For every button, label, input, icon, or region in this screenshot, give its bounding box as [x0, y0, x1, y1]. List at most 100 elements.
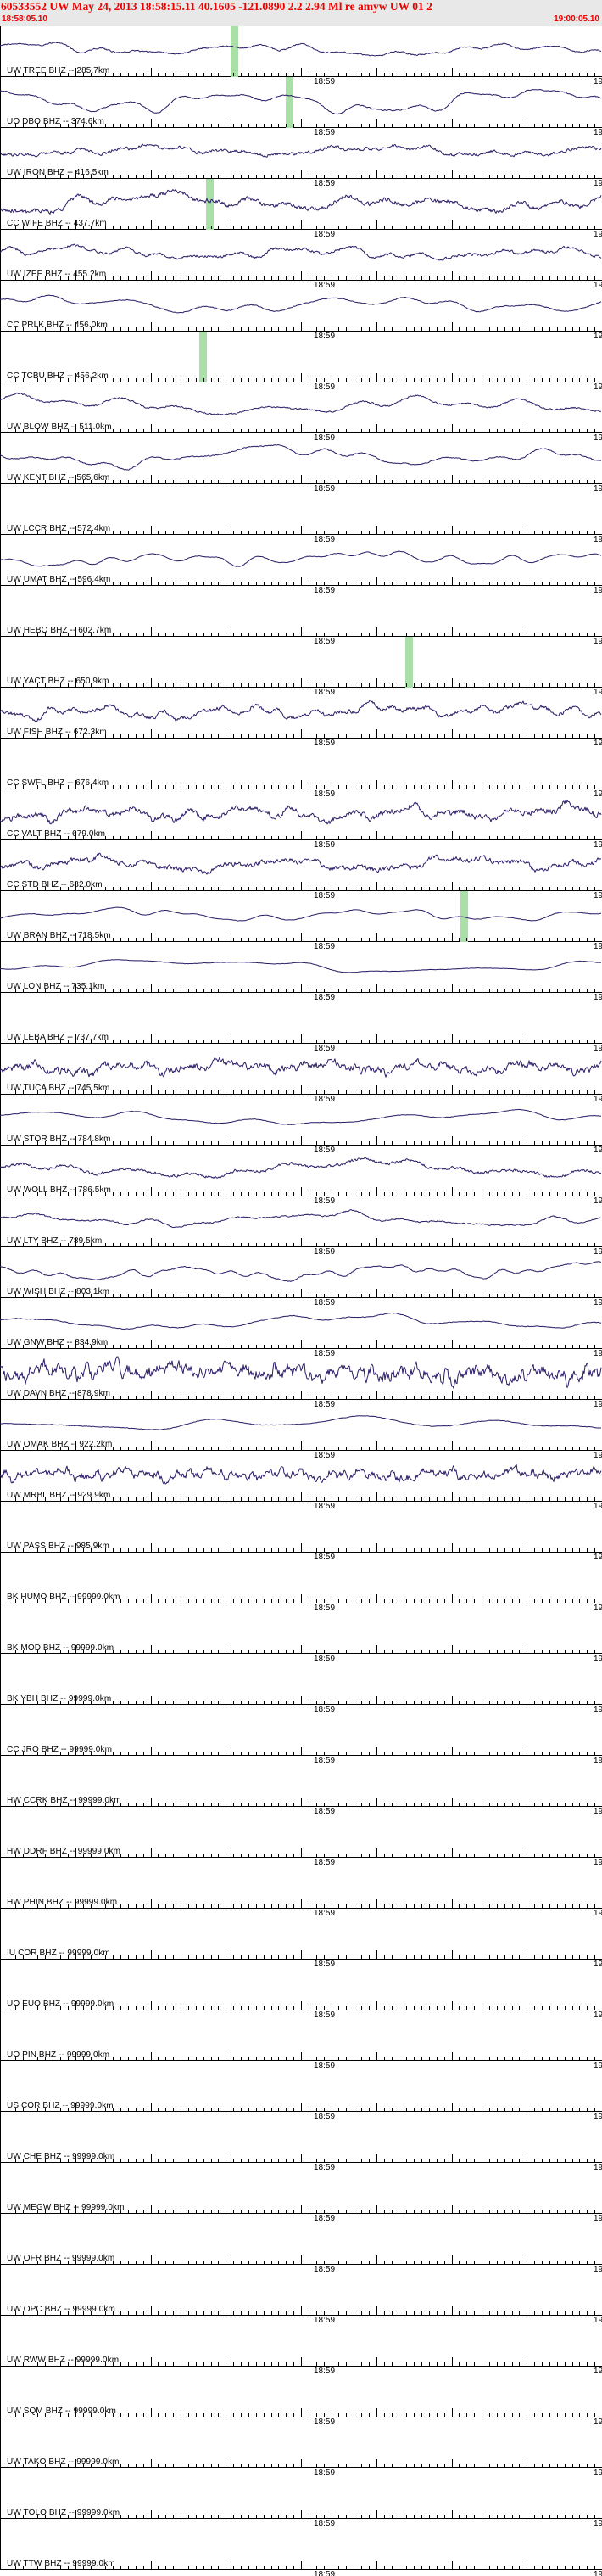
- trace-label: UW RWW BHZ -- 99999.0km: [7, 2356, 120, 2365]
- trace-label: UW WISH BHZ -- 803.1km: [7, 1287, 110, 1296]
- trace-plot-area: [0, 1349, 602, 1400]
- trace-axis-line: [0, 1857, 602, 1858]
- trace-left-border: [0, 840, 1, 891]
- trace-axis-line: [0, 687, 602, 688]
- trace-label: UW STOR BHZ -- 784.8km: [7, 1135, 111, 1144]
- trace-label: UW HEBO BHZ -- 602.7km: [7, 626, 112, 635]
- trace-plot-area: [0, 1400, 602, 1451]
- trace-row[interactable]: BK YBH BHZ -- 99999.0km 18:59 19:00: [0, 1654, 602, 1715]
- trace-plot-area: [0, 1654, 602, 1705]
- trace-left-border: [0, 1807, 1, 1858]
- phase-pick-highlight: [231, 26, 238, 77]
- trace-label: UW DAVN BHZ -- 878.9km: [7, 1389, 111, 1398]
- trace-row[interactable]: CC JRO BHZ -- 99999.0km 18:59 19:00: [0, 1705, 602, 1765]
- trace-row[interactable]: CC WIFE BHZ -- 437.7km 18:59 19:00: [0, 179, 602, 239]
- trace-row[interactable]: UW OPC BHZ -- 99999.0km 18:59 19:00: [0, 2265, 602, 2325]
- trace-row[interactable]: UW DAVN BHZ -- 878.9km 18:59 19:00: [0, 1349, 602, 1409]
- trace-axis-line: [0, 2366, 602, 2367]
- trace-row[interactable]: UW BRAN BHZ -- 718.5km 18:59 19:00: [0, 891, 602, 951]
- trace-row[interactable]: UW TUCA BHZ -- 745.5km 18:59 19:00: [0, 1044, 602, 1104]
- trace-label: UO PIN BHZ -- 99999.0km: [7, 2050, 110, 2060]
- time-tick-label-2: 19:00: [594, 891, 602, 900]
- trace-row[interactable]: US COR BHZ -- 99999.0km 18:59 19:00: [0, 2061, 602, 2122]
- trace-row[interactable]: UW MEGW BHZ -- 99999.0km 18:59 19:00: [0, 2163, 602, 2223]
- trace-row[interactable]: UW KENT BHZ -- 565.6km 18:59 19:00: [0, 433, 602, 493]
- trace-left-border: [0, 2214, 1, 2265]
- time-tick-label-1: 18:59: [314, 1298, 336, 1308]
- trace-row[interactable]: UW WISH BHZ -- 803.1km 18:59 19:00: [0, 1247, 602, 1308]
- trace-row[interactable]: CC STD BHZ -- 682.0km 18:59 19:00: [0, 840, 602, 900]
- trace-row[interactable]: UW LTY BHZ -- 789.5km 18:59 19:00: [0, 1196, 602, 1257]
- trace-label: UW MEGW BHZ -- 99999.0km: [7, 2203, 125, 2212]
- trace-row[interactable]: UW MRBL BHZ -- 929.9km 18:59 19:00: [0, 1451, 602, 1511]
- trace-row[interactable]: UO EUO BHZ -- 99999.0km 18:59 19:00: [0, 1960, 602, 2020]
- trace-row[interactable]: UW LON BHZ -- 735.1km 18:59 19:00: [0, 942, 602, 1002]
- trace-left-border: [0, 2163, 1, 2214]
- trace-row[interactable]: UO PIN BHZ -- 99999.0km 18:59 19:00: [0, 2010, 602, 2071]
- trace-row[interactable]: UW GNW BHZ -- 834.9km 18:59 19:00: [0, 1298, 602, 1358]
- trace-row[interactable]: UW IZEE BHZ -- 455.2km 18:59 19:00: [0, 230, 602, 290]
- time-tick-label-2: 19:00: [594, 1095, 602, 1104]
- trace-row[interactable]: HW PHIN BHZ -- 99999.0km 18:59 19:00: [0, 1858, 602, 1918]
- trace-row[interactable]: IU COR BHZ -- 99999.0km 18:59 19:00: [0, 1909, 602, 1969]
- trace-row[interactable]: UO DBO BHZ -- 374.6km 18:59 19:00: [0, 77, 602, 137]
- trace-row[interactable]: UW RWW BHZ -- 99999.0km 18:59 19:00: [0, 2316, 602, 2376]
- trace-row[interactable]: CC TCBU BHZ -- 456.2km 18:59 19:00: [0, 332, 602, 392]
- trace-plot-area: [0, 2367, 602, 2417]
- trace-left-border: [0, 382, 1, 433]
- trace-plot-area: [0, 2010, 602, 2061]
- trace-label: UW BLOW BHZ -- 511.0km: [7, 422, 112, 432]
- trace-row[interactable]: UW HEBO BHZ -- 602.7km 18:59 19:00: [0, 586, 602, 646]
- trace-plot-area: [0, 332, 602, 382]
- trace-row[interactable]: UW STOR BHZ -- 784.8km 18:59 19:00: [0, 1095, 602, 1155]
- trace-axis-line: [0, 432, 602, 433]
- trace-row[interactable]: HW CCRK BHZ -- 99999.0km 18:59 19:00: [0, 1756, 602, 1816]
- time-tick-label-1: 18:59: [314, 2265, 336, 2274]
- trace-row[interactable]: BK MOD BHZ -- 99999.0km 18:59 19:00: [0, 1603, 602, 1664]
- trace-left-border: [0, 1044, 1, 1095]
- trace-left-border: [0, 942, 1, 993]
- trace-row[interactable]: UW WOLL BHZ -- 786.5km 18:59 19:00: [0, 1146, 602, 1206]
- trace-row[interactable]: CC VALT BHZ -- 679.0km 18:59 19:00: [0, 789, 602, 850]
- phase-pick-highlight: [199, 332, 207, 382]
- trace-plot-area: [0, 1298, 602, 1349]
- trace-row[interactable]: UW CHE BHZ -- 99999.0km 18:59 19:00: [0, 2112, 602, 2172]
- trace-row[interactable]: UW FISH BHZ -- 672.3km 18:59 19:00: [0, 688, 602, 748]
- time-tick-label-1: 18:59: [314, 1858, 336, 1867]
- trace-label: UW LON BHZ -- 735.1km: [7, 982, 105, 991]
- trace-left-border: [0, 535, 1, 586]
- trace-row[interactable]: UW LCCR BHZ -- 572.4km 18:59 19:00: [0, 484, 602, 544]
- trace-row[interactable]: UW TTW BHZ -- 99999.0km 18:59 19:00: [0, 2519, 602, 2576]
- trace-plot-area: [0, 2214, 602, 2265]
- trace-row[interactable]: UW YACT BHZ -- 650.9km 18:59 19:00: [0, 637, 602, 697]
- trace-row[interactable]: UW OFR BHZ -- 99999.0km 18:59 19:00: [0, 2214, 602, 2274]
- trace-label: UW TOLO BHZ -- 99999.0km: [7, 2508, 120, 2517]
- trace-left-border: [0, 739, 1, 789]
- trace-row[interactable]: HW DDRF BHZ -- 99999.0km 18:59 19:00: [0, 1807, 602, 1867]
- trace-row[interactable]: UW TREE BHZ -- 285.7km 18:59 19:00: [0, 26, 602, 86]
- trace-plot-area: [0, 840, 602, 891]
- trace-row[interactable]: UW IRON BHZ -- 416.5km 18:59 19:00: [0, 128, 602, 188]
- time-tick-label-2: 19:00: [594, 484, 602, 493]
- trace-row[interactable]: UW TOLO BHZ -- 99999.0km 18:59 19:00: [0, 2468, 602, 2529]
- trace-row[interactable]: UW OMAK BHZ -- 922.2km 18:59 19:00: [0, 1400, 602, 1460]
- trace-row[interactable]: CC PRLK BHZ -- 456.0km 18:59 19:00: [0, 281, 602, 341]
- time-tick-label-2: 19:00: [594, 1909, 602, 1918]
- trace-left-border: [0, 1756, 1, 1807]
- trace-plot-area: [0, 230, 602, 281]
- trace-axis-line: [0, 2213, 602, 2214]
- time-tick-label-1: 18:59: [314, 586, 336, 595]
- trace-row[interactable]: UW TAKO BHZ -- 99999.0km 18:59 19:00: [0, 2417, 602, 2478]
- trace-axis-line: [0, 992, 602, 993]
- trace-row[interactable]: UW UMAT BHZ -- 596.4km 18:59 19:00: [0, 535, 602, 595]
- trace-axis-line: [0, 636, 602, 637]
- time-tick-label-1: 18:59: [314, 637, 336, 646]
- trace-row[interactable]: UW PASS BHZ -- 985.9km 18:59 19:00: [0, 1502, 602, 1562]
- trace-row[interactable]: UW BLOW BHZ -- 511.0km 18:59 19:00: [0, 382, 602, 443]
- trace-row[interactable]: UW LEBA BHZ -- 737.7km 18:59 19:00: [0, 993, 602, 1053]
- trace-row[interactable]: CC SWFL BHZ -- 676.4km 18:59 19:00: [0, 739, 602, 799]
- trace-label: US COR BHZ -- 99999.0km: [7, 2101, 114, 2110]
- trace-left-border: [0, 1349, 1, 1400]
- trace-row[interactable]: UW SQM BHZ -- 99999.0km 18:59 19:00: [0, 2367, 602, 2427]
- trace-row[interactable]: BK HUMO BHZ -- 99999.0km 18:59 19:00: [0, 1553, 602, 1613]
